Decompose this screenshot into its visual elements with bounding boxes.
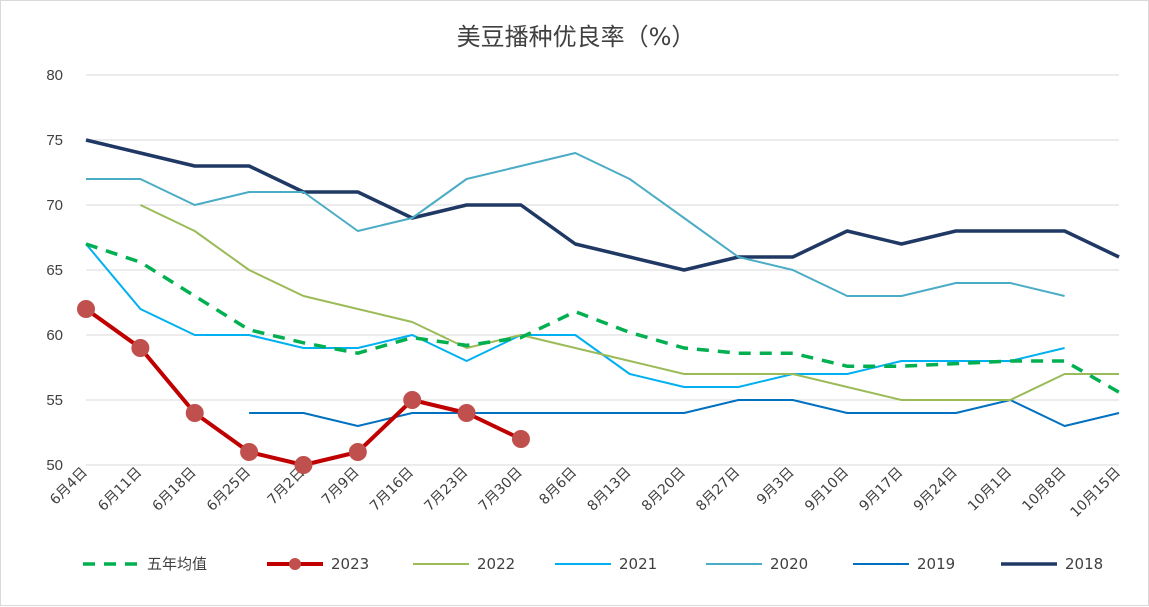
y-axis-ticks: 50 55 60 65 70 75 80 (46, 67, 63, 474)
series-line (139, 204, 1119, 401)
chart-title: 美豆播种优良率（%） (457, 23, 696, 51)
series-line (85, 138, 1120, 272)
series-line (249, 399, 1120, 427)
legend-label: 2023 (331, 555, 369, 573)
series-2019 (249, 399, 1120, 427)
x-tick-label: 7月23日 (421, 465, 471, 515)
y-tick-label: 55 (46, 392, 63, 409)
x-tick-label: 7月30日 (476, 465, 526, 515)
legend: 五年均值 2023 2022 2021 2020 2019 2018 (83, 555, 1103, 573)
legend-label: 2022 (477, 555, 515, 573)
y-tick-label: 50 (46, 457, 63, 474)
legend-label: 2021 (619, 555, 657, 573)
legend-item-2021: 2021 (555, 555, 657, 573)
legend-item-五年均值: 五年均值 (83, 555, 207, 573)
legend-marker (289, 558, 301, 570)
x-tick-label: 6月11日 (95, 465, 145, 515)
legend-item-2023: 2023 (267, 555, 369, 573)
x-tick-label: 10月1日 (965, 465, 1015, 515)
x-tick-label: 8月13日 (584, 465, 634, 515)
data-point (131, 339, 150, 357)
legend-item-2022: 2022 (413, 555, 515, 573)
x-tick-label: 10月15日 (1068, 465, 1124, 521)
y-tick-label: 60 (46, 327, 63, 344)
data-point (185, 404, 204, 422)
x-tick-label: 8月20日 (639, 465, 689, 515)
series-2022 (139, 204, 1119, 401)
data-point (294, 456, 313, 474)
x-tick-label: 9月24日 (911, 465, 961, 515)
series-2018 (85, 138, 1120, 272)
series-line (84, 307, 522, 467)
series-2021 (85, 243, 1065, 388)
data-point (511, 430, 530, 448)
legend-item-2019: 2019 (853, 555, 955, 573)
series-lines (77, 138, 1120, 474)
series-line (85, 242, 1120, 394)
y-tick-label: 80 (46, 67, 63, 84)
legend-label: 2020 (770, 555, 808, 573)
legend-item-2018: 2018 (1001, 555, 1103, 573)
x-axis-ticks: 6月4日 6月11日 6月18日 6月25日 7月2日 7月9日 7月16日 7月23日 7月3… (47, 465, 1124, 521)
data-point (77, 300, 95, 318)
x-tick-label: 9月3日 (754, 465, 798, 509)
data-point (348, 443, 367, 461)
legend-label: 五年均值 (147, 555, 207, 573)
series-line (86, 152, 1065, 297)
series-2023 (77, 300, 530, 474)
x-tick-label: 8月6日 (536, 465, 580, 509)
x-tick-label: 10月8日 (1019, 465, 1069, 515)
data-point (403, 391, 422, 409)
x-tick-label: 6月18日 (150, 465, 200, 515)
x-tick-label: 8月27日 (693, 465, 743, 515)
x-tick-label: 7月16日 (367, 465, 417, 515)
data-point (240, 443, 259, 461)
x-tick-label: 6月25日 (204, 465, 254, 515)
x-tick-label: 9月17日 (856, 465, 906, 515)
series-2020 (86, 152, 1065, 297)
legend-label: 2019 (917, 555, 955, 573)
gridlines (86, 74, 1119, 466)
x-tick-label: 9月10日 (802, 465, 852, 515)
y-tick-label: 70 (46, 197, 63, 214)
y-tick-label: 65 (46, 262, 63, 279)
x-tick-label: 7月9日 (319, 465, 363, 509)
legend-label: 2018 (1065, 555, 1103, 573)
series-五年均值 (85, 242, 1120, 394)
legend-item-2020: 2020 (706, 555, 808, 573)
y-tick-label: 75 (46, 132, 63, 149)
data-point (457, 404, 476, 422)
series-line (85, 243, 1065, 388)
